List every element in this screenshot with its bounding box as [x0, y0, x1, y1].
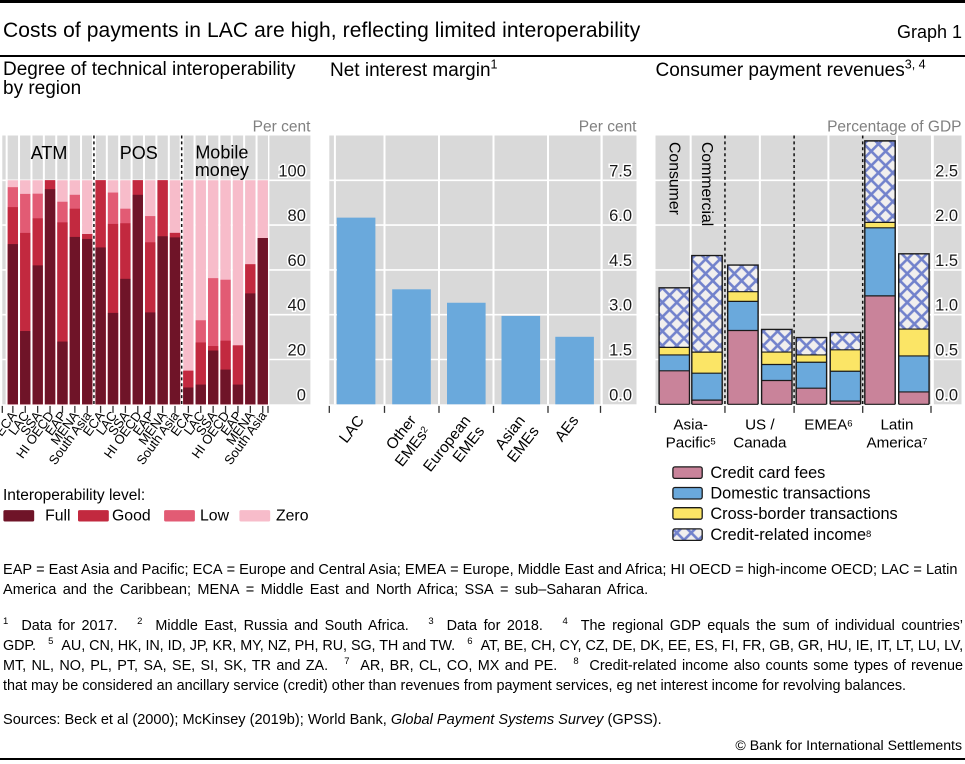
svg-text:3.0: 3.0: [609, 297, 632, 315]
svg-text:0.0: 0.0: [935, 386, 958, 404]
svg-text:4.5: 4.5: [609, 252, 632, 270]
svg-text:Low: Low: [200, 508, 230, 525]
svg-text:Zero: Zero: [276, 508, 309, 525]
svg-text:AsianEMEs: AsianEMEs: [490, 412, 543, 466]
svg-text:America7: America7: [866, 435, 927, 452]
svg-text:Mobile: Mobile: [195, 142, 248, 162]
svg-text:0.0: 0.0: [609, 386, 632, 404]
svg-text:40: 40: [288, 297, 306, 315]
svg-text:LAC: LAC: [336, 412, 368, 446]
svg-text:Credit-related income8: Credit-related income8: [710, 526, 871, 544]
svg-text:Consumer: Consumer: [665, 142, 682, 215]
svg-text:0: 0: [297, 386, 306, 404]
svg-text:money: money: [195, 160, 249, 180]
svg-text:Percentage of GDP: Percentage of GDP: [827, 119, 961, 136]
svg-text:Commercial: Commercial: [698, 142, 715, 226]
svg-text:POS: POS: [120, 143, 158, 163]
svg-text:1.5: 1.5: [609, 342, 632, 360]
svg-text:0.5: 0.5: [935, 342, 958, 360]
svg-text:Interoperability level:: Interoperability level:: [3, 487, 145, 504]
svg-text:20: 20: [288, 342, 306, 360]
svg-text:AEs: AEs: [552, 412, 583, 445]
svg-text:6.0: 6.0: [609, 207, 632, 225]
svg-text:US /: US /: [745, 417, 775, 434]
svg-text:EuropeanEMEs: EuropeanEMEs: [420, 412, 488, 486]
svg-text:Pacific5: Pacific5: [666, 435, 716, 452]
svg-text:EMEA6: EMEA6: [804, 417, 852, 434]
svg-text:Latin: Latin: [880, 417, 913, 434]
svg-text:60: 60: [288, 252, 306, 270]
svg-text:Good: Good: [112, 508, 151, 525]
svg-text:7.5: 7.5: [609, 162, 632, 180]
svg-text:Asia-: Asia-: [673, 417, 708, 434]
svg-text:1.0: 1.0: [935, 297, 958, 315]
svg-text:Canada: Canada: [733, 435, 787, 452]
svg-text:Domestic transactions: Domestic transactions: [710, 485, 870, 503]
svg-text:80: 80: [288, 207, 306, 225]
svg-text:Per cent: Per cent: [579, 119, 637, 136]
svg-text:Credit card fees: Credit card fees: [710, 464, 825, 482]
svg-text:100: 100: [278, 162, 306, 180]
svg-text:Per cent: Per cent: [253, 119, 311, 136]
svg-text:1.5: 1.5: [935, 252, 958, 270]
svg-text:Full: Full: [45, 508, 70, 525]
svg-text:2.5: 2.5: [935, 162, 958, 180]
svg-text:ATM: ATM: [31, 143, 68, 163]
svg-text:Cross-border transactions: Cross-border transactions: [710, 505, 897, 523]
svg-text:2.0: 2.0: [935, 207, 958, 225]
